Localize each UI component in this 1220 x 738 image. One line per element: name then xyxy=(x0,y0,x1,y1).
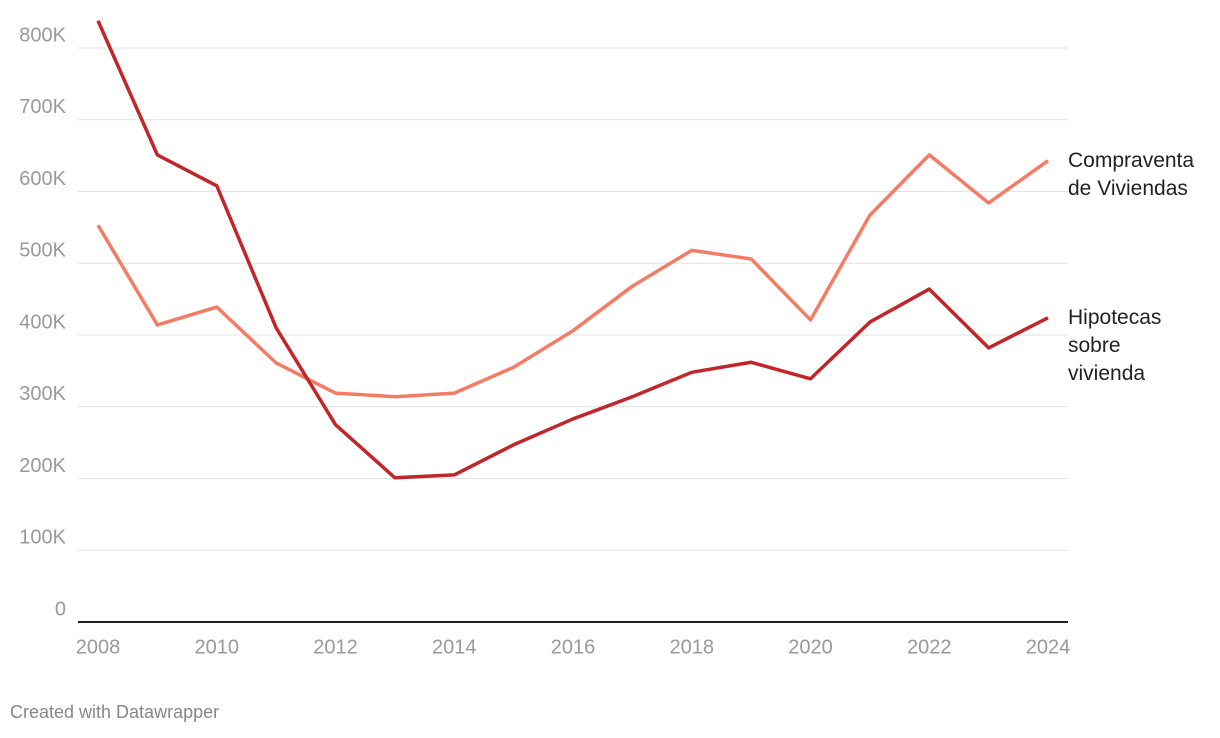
x-tick-label: 2022 xyxy=(907,636,952,658)
y-tick-label: 0 xyxy=(55,598,66,620)
series-line xyxy=(96,153,1050,399)
y-tick-label: 600K xyxy=(19,168,66,190)
series-label: Hipotecas sobre vivienda xyxy=(1068,305,1162,385)
x-tick-label: 2018 xyxy=(670,636,715,658)
y-tick-label: 300K xyxy=(19,383,66,405)
y-tick-label: 400K xyxy=(19,311,66,333)
y-tick-label: 800K xyxy=(19,24,66,46)
x-tick-label: 2020 xyxy=(788,636,833,658)
x-tick-label: 2014 xyxy=(432,636,477,658)
y-tick-label: 200K xyxy=(19,455,66,477)
series-line xyxy=(96,20,1049,480)
x-tick-label: 2010 xyxy=(195,636,240,658)
y-tick-label: 100K xyxy=(19,527,66,549)
x-tick-label: 2016 xyxy=(551,636,596,658)
x-tick-label: 2012 xyxy=(313,636,358,658)
x-tick-label: 2008 xyxy=(76,636,121,658)
footer: Created with Datawrapper xyxy=(10,702,220,722)
y-tick-label: 700K xyxy=(19,96,66,118)
x-tick-label: 2024 xyxy=(1026,636,1071,658)
series-label: Compraventa de Viviendas xyxy=(1068,148,1195,200)
y-tick-label: 500K xyxy=(19,240,66,262)
